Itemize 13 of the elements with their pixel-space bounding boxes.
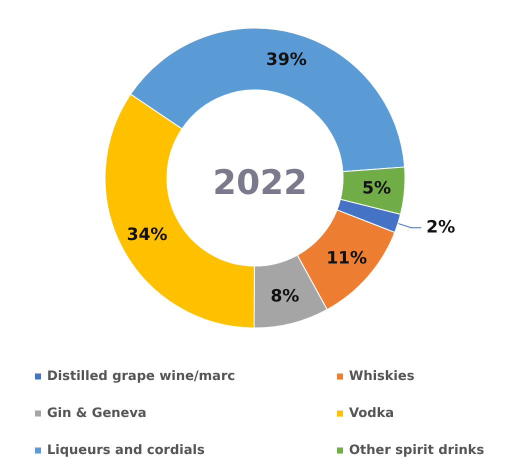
data-label: 34% — [126, 224, 168, 245]
text: 2022 — [212, 163, 308, 203]
legend-label: Gin & Geneva — [47, 406, 147, 421]
data-label: 8% — [270, 286, 300, 306]
legend-label: Liqueurs and cordials — [47, 443, 205, 458]
legend-label: Vodka — [349, 406, 394, 421]
data-label: 11% — [326, 248, 368, 268]
legend-label: Whiskies — [349, 369, 415, 384]
legend-label: Distilled grape wine/marc — [47, 369, 236, 384]
data-label: 5% — [362, 178, 391, 198]
data-label: 39% — [266, 50, 307, 70]
data-label: 2% — [426, 218, 456, 238]
legend-label: Other spirit drinks — [349, 443, 484, 458]
